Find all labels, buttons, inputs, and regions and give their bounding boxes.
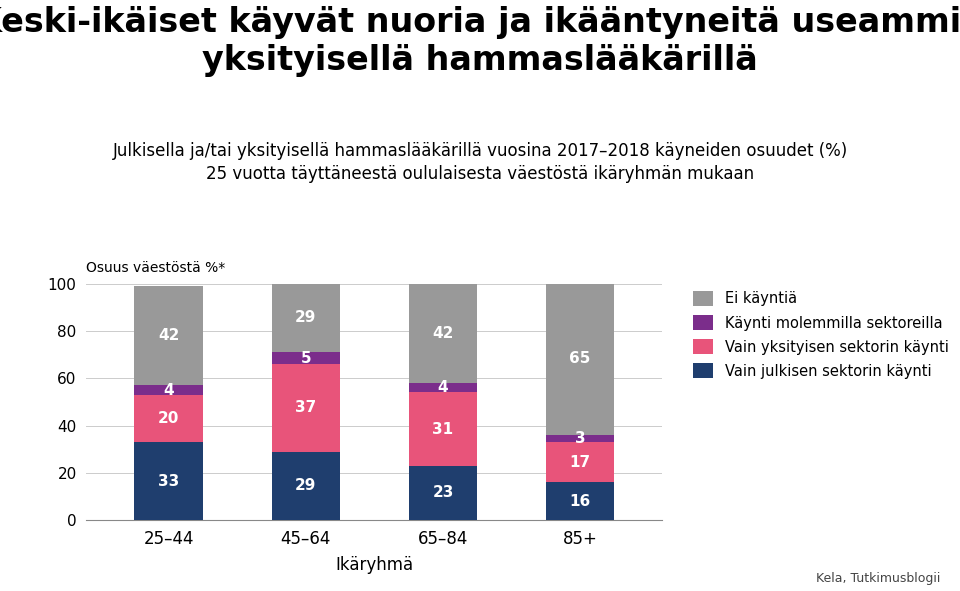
Bar (546, 442, 614, 482)
Text: 31: 31 (432, 421, 453, 437)
Text: 17: 17 (569, 454, 590, 470)
Bar (546, 435, 614, 442)
Bar (134, 286, 203, 385)
Bar (272, 284, 340, 352)
Text: Kela, Tutkimusblogii: Kela, Tutkimusblogii (816, 572, 941, 585)
Bar (546, 482, 614, 520)
Bar (409, 284, 477, 383)
Bar (409, 383, 477, 392)
Text: 42: 42 (432, 326, 454, 341)
Text: 4: 4 (163, 382, 174, 398)
Text: 20: 20 (158, 411, 180, 426)
Bar (134, 385, 203, 395)
Text: 23: 23 (432, 485, 454, 501)
X-axis label: Ikäryhmä: Ikäryhmä (335, 556, 414, 574)
Text: 29: 29 (295, 310, 317, 326)
Bar (134, 442, 203, 520)
Text: 3: 3 (575, 431, 586, 446)
Bar (546, 281, 614, 435)
Text: 42: 42 (158, 328, 180, 343)
Bar (272, 364, 340, 452)
Text: 16: 16 (569, 493, 590, 509)
Text: 29: 29 (295, 478, 317, 493)
Text: 4: 4 (438, 380, 448, 395)
Text: 65: 65 (569, 350, 590, 366)
Bar (272, 352, 340, 364)
Text: 37: 37 (296, 400, 317, 415)
Bar (409, 466, 477, 520)
Legend: Ei käyntiä, Käynti molemmilla sektoreilla, Vain yksityisen sektorin käynti, Vain: Ei käyntiä, Käynti molemmilla sektoreill… (693, 291, 948, 379)
Text: Osuus väestöstä %*: Osuus väestöstä %* (86, 261, 226, 275)
Text: Keski-ikäiset käyvät nuoria ja ikääntyneitä useammin
yksityisellä hammaslääkäril: Keski-ikäiset käyvät nuoria ja ikääntyne… (0, 6, 960, 77)
Bar (409, 392, 477, 466)
Text: 33: 33 (158, 473, 180, 489)
Text: 5: 5 (300, 350, 311, 366)
Text: Julkisella ja/tai yksityisellä hammaslääkärillä vuosina 2017–2018 käyneiden osuu: Julkisella ja/tai yksityisellä hammaslää… (112, 142, 848, 183)
Bar (134, 395, 203, 442)
Bar (272, 452, 340, 520)
